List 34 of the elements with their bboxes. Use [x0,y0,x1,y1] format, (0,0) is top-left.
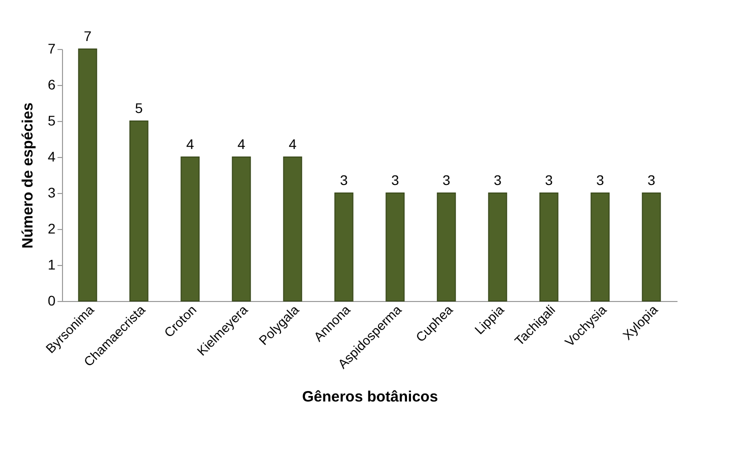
y-tick-label: 1 [48,256,56,272]
bar [488,192,508,302]
bar [78,48,98,302]
data-label: 3 [494,172,502,188]
data-label: 7 [84,28,92,44]
data-label: 4 [237,136,246,152]
data-label: 3 [391,172,400,188]
y-tick-label: 7 [48,40,56,56]
data-label: 3 [544,172,553,188]
bar [642,192,661,302]
data-label: 3 [647,172,656,188]
bar [129,120,148,302]
y-tick-label: 4 [48,148,56,164]
y-tick-label: 2 [48,220,56,236]
bar [334,192,354,302]
x-axis-title: Gêneros botânicos [302,388,438,406]
data-label: 5 [134,100,143,116]
bar [283,156,302,302]
data-label: 3 [340,172,348,188]
bar [436,192,456,302]
bar [590,192,610,302]
bar [232,156,251,302]
y-tick-label: 5 [48,112,56,128]
y-tick-label: 0 [48,292,56,308]
data-label: 4 [288,136,297,152]
y-tick-label: 3 [48,184,56,200]
data-label: 3 [442,172,450,188]
bar [386,192,405,302]
y-axis-title: Número de espécies [20,102,37,248]
y-tick-label: 6 [48,76,56,92]
data-label: 3 [596,172,604,188]
bar [180,156,200,302]
data-label: 4 [186,136,194,152]
bar [539,192,558,302]
